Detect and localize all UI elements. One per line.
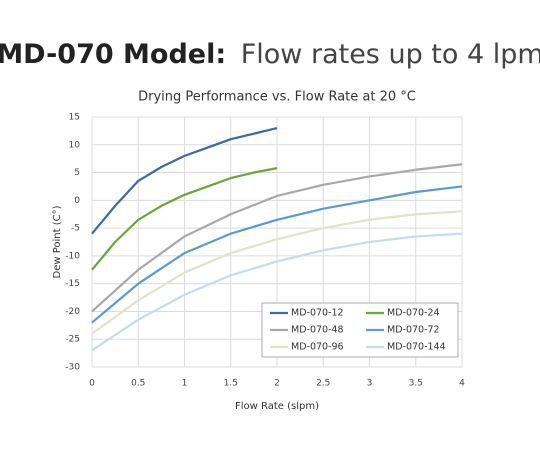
legend-label: MD-070-24 bbox=[387, 308, 440, 319]
heading-model: MD-070 Model: bbox=[0, 39, 226, 70]
x-tick-label: 4 bbox=[459, 379, 465, 389]
y-tick-label: -20 bbox=[65, 307, 80, 317]
legend-label: MD-070-48 bbox=[291, 325, 344, 336]
x-tick-label: 3 bbox=[367, 379, 373, 389]
legend-label: MD-070-72 bbox=[387, 325, 440, 336]
y-tick-label: 15 bbox=[69, 113, 80, 123]
series-line bbox=[91, 167, 278, 271]
y-tick-label: 5 bbox=[74, 168, 80, 178]
series-line bbox=[91, 232, 463, 352]
chart-title: Drying Performance vs. Flow Rate at 20 °… bbox=[138, 90, 416, 105]
y-tick-label: -30 bbox=[65, 363, 80, 373]
x-axis-label: Flow Rate (slpm) bbox=[235, 401, 319, 412]
series-line bbox=[91, 185, 463, 324]
page-heading: MD-070 Model: Flow rates up to 4 lpm bbox=[0, 39, 540, 70]
x-tick-label: 2.5 bbox=[316, 379, 330, 389]
y-tick-label: -15 bbox=[65, 279, 80, 289]
y-tick-label: -25 bbox=[65, 335, 80, 345]
legend-box bbox=[261, 302, 459, 358]
series-line bbox=[91, 163, 463, 313]
series-line bbox=[91, 127, 278, 235]
x-tick-label: 2 bbox=[274, 379, 280, 389]
legend-label: MD-070-144 bbox=[387, 342, 446, 353]
x-tick-label: 0 bbox=[89, 379, 95, 389]
legend-label: MD-070-96 bbox=[291, 342, 344, 353]
x-tick-label: 1 bbox=[182, 379, 188, 389]
y-axis-label: Dew Point (C°) bbox=[52, 205, 63, 278]
y-tick-label: 10 bbox=[69, 140, 81, 150]
x-tick-label: 3.5 bbox=[409, 379, 423, 389]
y-tick-label: 0 bbox=[74, 196, 80, 206]
series-line bbox=[91, 210, 463, 335]
x-tick-label: 0.5 bbox=[131, 379, 145, 389]
y-tick-label: -5 bbox=[71, 224, 80, 234]
heading-subtitle: Flow rates up to 4 lpm bbox=[241, 39, 540, 70]
y-tick-label: -10 bbox=[65, 251, 80, 261]
legend-label: MD-070-12 bbox=[291, 308, 344, 319]
x-tick-label: 1.5 bbox=[224, 379, 238, 389]
